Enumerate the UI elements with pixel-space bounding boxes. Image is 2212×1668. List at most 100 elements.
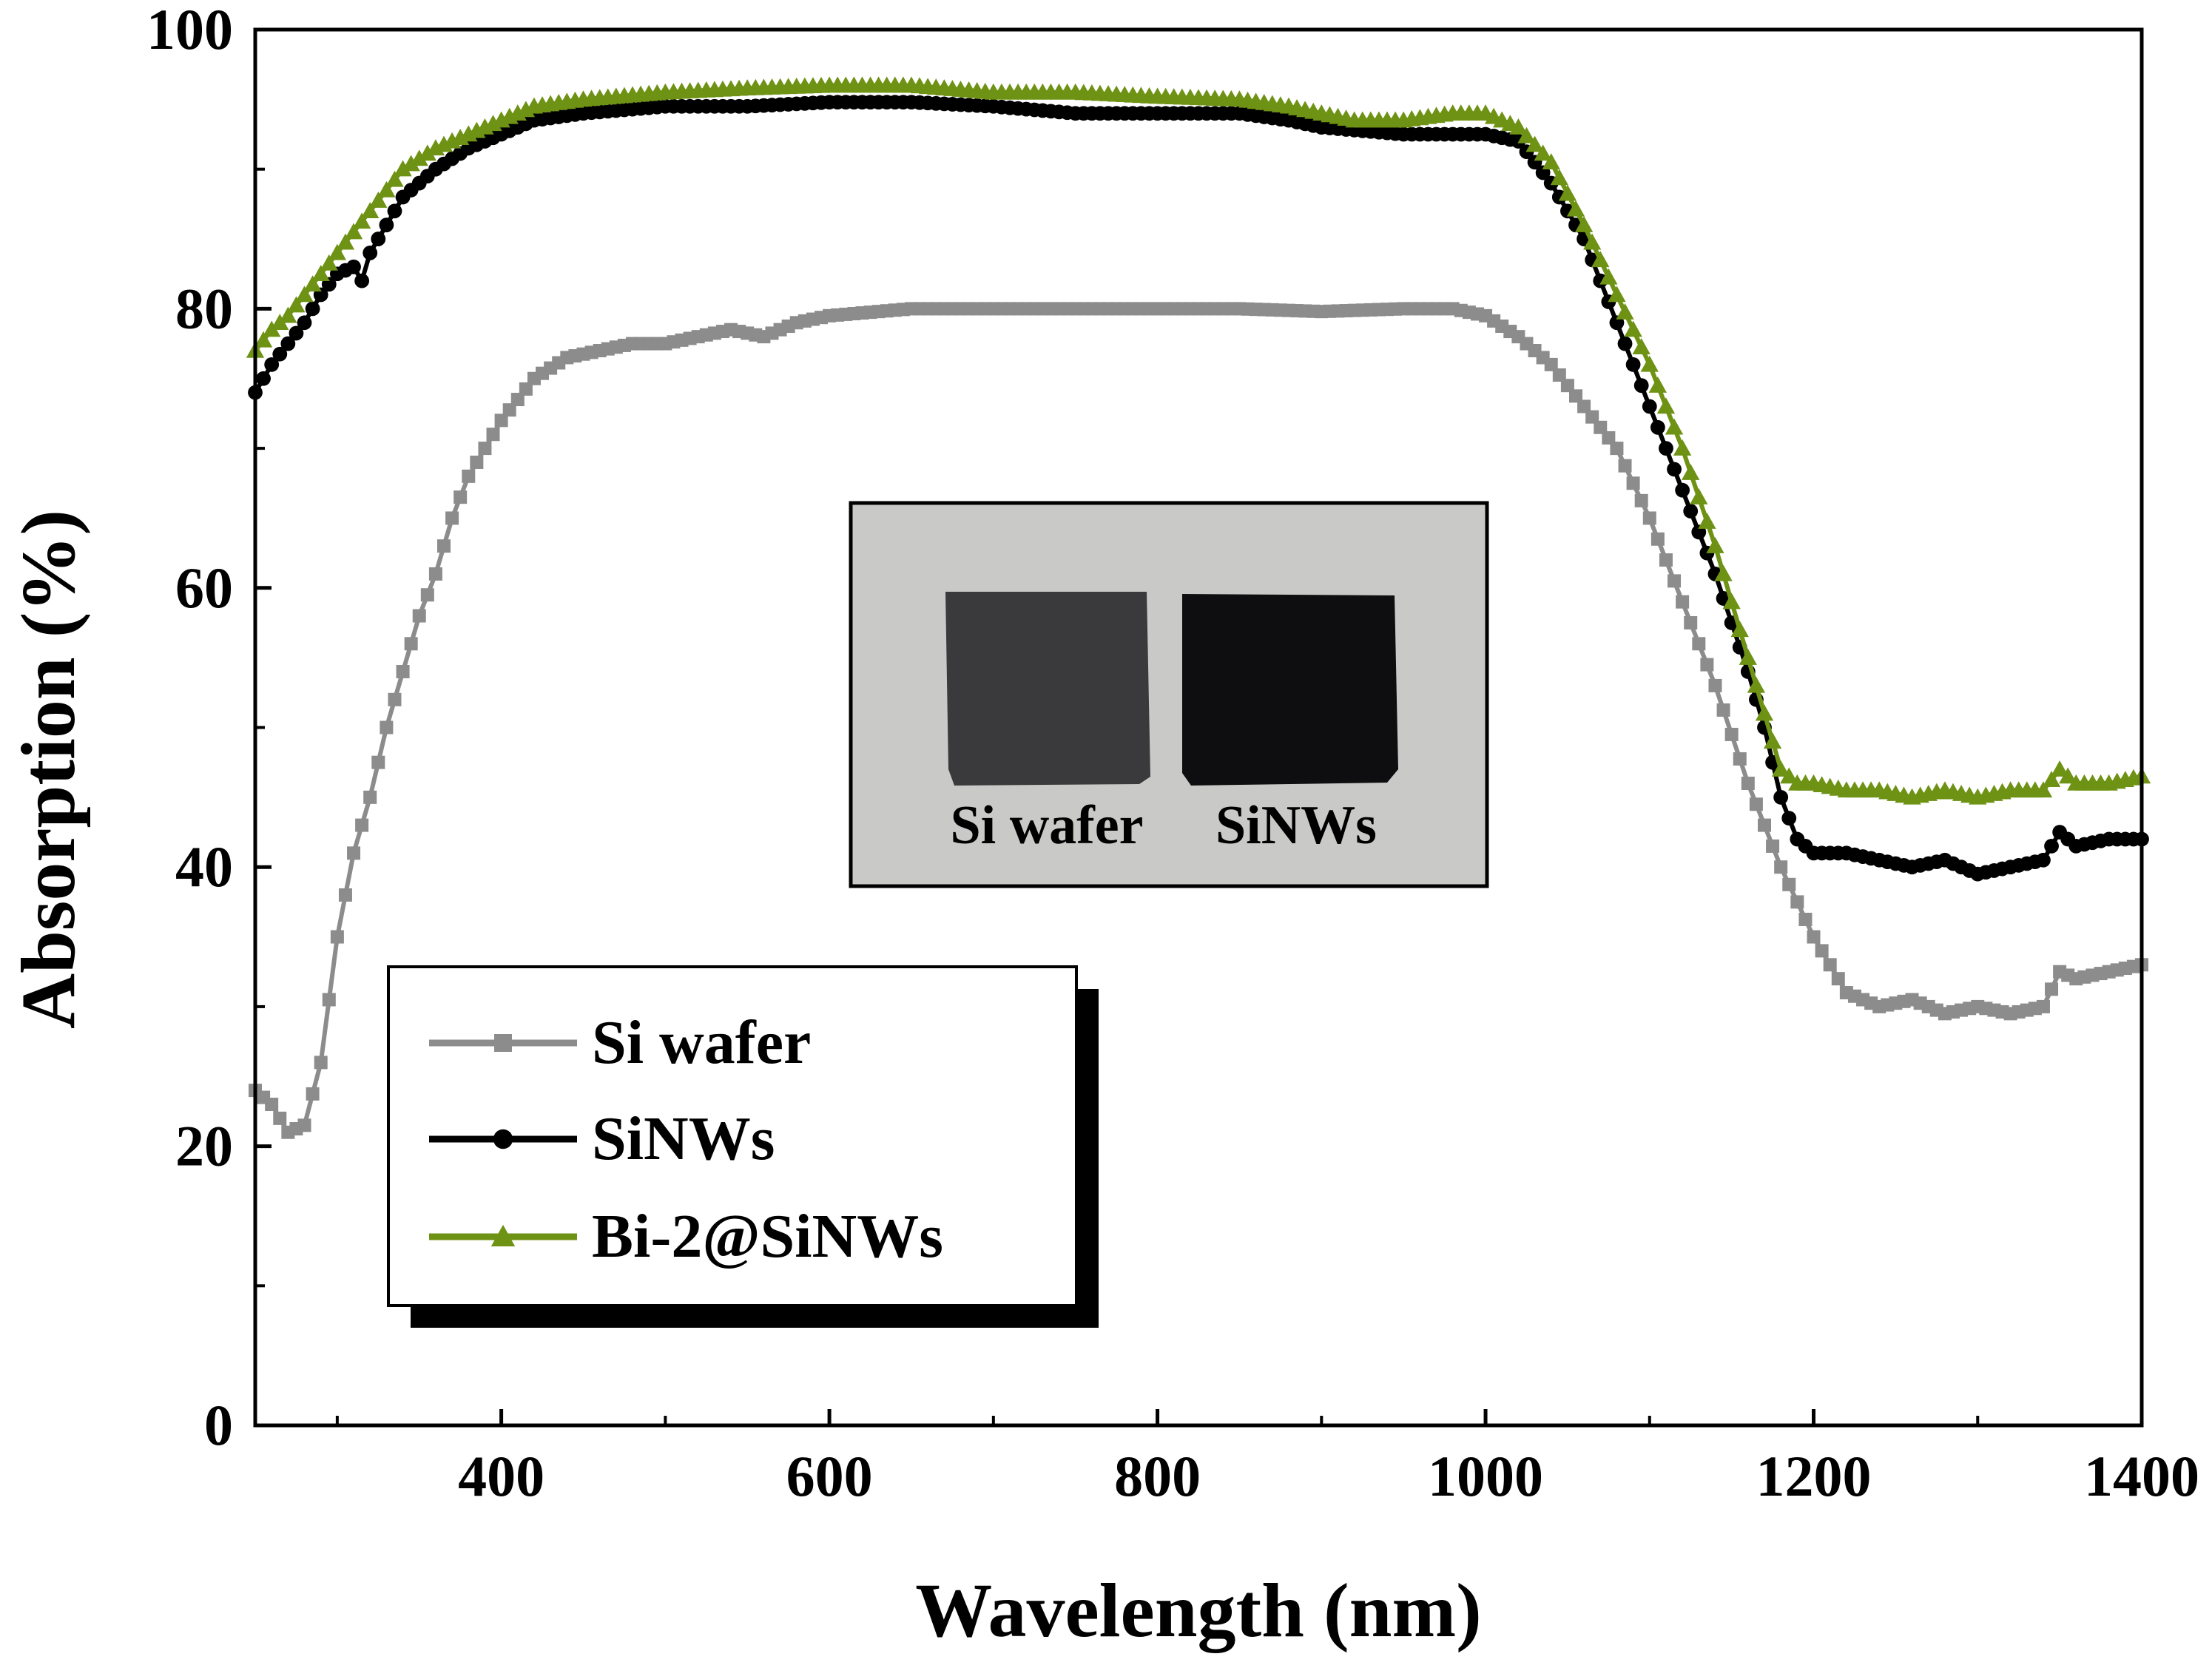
data-point <box>1733 752 1747 766</box>
data-point <box>388 692 402 706</box>
y-tick-label: 100 <box>146 0 233 61</box>
data-point <box>306 1087 320 1101</box>
data-point <box>1624 320 1642 337</box>
series-bi-2-sinws <box>246 76 2151 805</box>
data-point <box>1708 678 1722 692</box>
data-point <box>1659 441 1673 456</box>
data-point <box>1599 268 1618 285</box>
inset-label-sinws: SiNWs <box>1215 795 1377 856</box>
x-tick-label: 1000 <box>1428 1444 1543 1508</box>
inset-photo: Si wafer SiNWs <box>849 501 1489 888</box>
data-point <box>1625 357 1641 372</box>
data-point <box>1574 216 1594 232</box>
data-point <box>363 246 378 260</box>
data-point <box>462 469 476 483</box>
data-point <box>379 217 394 233</box>
legend-entry: Bi-2@SiNWs <box>429 1202 943 1271</box>
data-point <box>1747 676 1766 693</box>
data-point <box>354 273 370 288</box>
data-point <box>1659 553 1673 567</box>
data-point <box>1782 877 1796 891</box>
data-point <box>377 180 396 197</box>
data-point <box>1577 399 1591 413</box>
data-point <box>2036 852 2051 868</box>
data-point <box>1676 595 1690 609</box>
data-point <box>1823 958 1837 972</box>
data-point <box>330 930 344 944</box>
data-point <box>346 259 361 274</box>
data-point <box>371 232 386 246</box>
axis-ticks: 400 600 800 1000 1200 1400 0 20 40 60 80 100 <box>146 0 2199 1508</box>
data-point <box>486 428 500 442</box>
data-point <box>1739 649 1757 665</box>
data-point <box>1683 504 1699 519</box>
data-point <box>1700 658 1714 672</box>
data-point <box>1634 493 1648 507</box>
legend-marker <box>490 1224 516 1246</box>
data-point <box>2059 767 2077 784</box>
data-point <box>320 254 338 271</box>
data-point <box>410 149 428 166</box>
data-point <box>437 539 451 553</box>
data-point <box>1774 860 1788 874</box>
data-point <box>1566 200 1585 217</box>
data-point <box>470 455 484 469</box>
data-point <box>363 790 377 804</box>
data-point <box>1602 430 1616 445</box>
data-point <box>1585 410 1599 424</box>
data-point <box>256 371 271 386</box>
data-point <box>385 170 404 187</box>
series-si-wafer <box>249 302 2148 1139</box>
data-point <box>272 346 288 362</box>
data-point <box>1798 912 1813 926</box>
data-point <box>428 567 442 581</box>
data-point <box>289 325 304 341</box>
data-point <box>478 442 492 456</box>
data-point <box>1749 797 1763 811</box>
legend-label: Si wafer <box>592 1008 811 1077</box>
legend-label: Bi-2@SiNWs <box>592 1202 943 1271</box>
data-point <box>361 202 380 219</box>
data-point <box>1722 592 1741 610</box>
y-tick-label: 80 <box>175 276 233 340</box>
data-point <box>1633 378 1649 394</box>
data-point <box>1690 487 1708 504</box>
data-point <box>1673 439 1692 456</box>
data-point <box>2044 838 2059 854</box>
legend-marker <box>493 1129 513 1149</box>
data-point <box>1616 303 1634 320</box>
data-point <box>314 1056 328 1070</box>
data-point <box>1608 286 1626 303</box>
data-point <box>2036 999 2050 1013</box>
data-point <box>2034 781 2053 798</box>
data-point <box>338 888 352 902</box>
data-point <box>453 490 468 504</box>
data-point <box>380 720 394 735</box>
data-point <box>394 160 412 177</box>
data-point <box>1569 389 1582 403</box>
data-point <box>1755 704 1774 721</box>
legend-entries: Si wafer SiNWs Bi-2@SiNWs <box>429 1008 943 1271</box>
data-point <box>1642 399 1657 414</box>
data-point <box>1509 118 1528 135</box>
data-point <box>1517 126 1536 143</box>
data-point <box>1692 637 1706 651</box>
data-point <box>1790 895 1804 909</box>
data-point <box>295 286 314 303</box>
data-point <box>1534 144 1552 161</box>
data-point <box>303 275 322 292</box>
data-point <box>1741 776 1755 790</box>
data-point <box>1544 357 1558 371</box>
data-point <box>328 243 347 260</box>
data-point <box>1642 511 1656 525</box>
legend-marker <box>494 1034 512 1052</box>
data-point <box>311 265 330 281</box>
data-point <box>1815 944 1829 958</box>
data-point <box>1650 532 1665 546</box>
data-point <box>336 233 355 250</box>
data-point <box>1542 153 1560 169</box>
x-tick-label: 800 <box>1114 1444 1201 1508</box>
data-point <box>1682 463 1700 480</box>
si-wafer-sample <box>945 592 1150 786</box>
